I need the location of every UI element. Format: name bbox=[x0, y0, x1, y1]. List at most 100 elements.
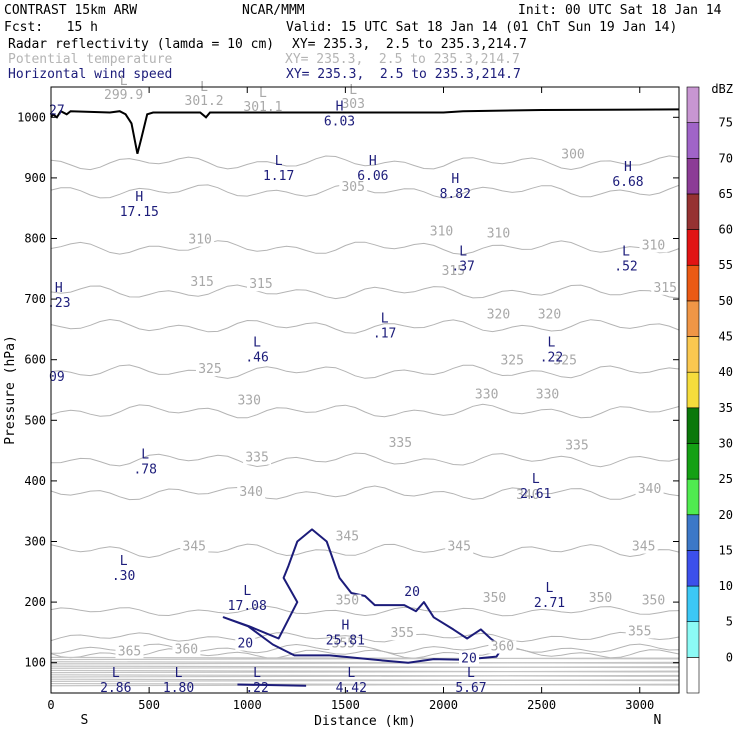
extremum-value: 8.82 bbox=[440, 187, 471, 202]
theta-label-bg bbox=[339, 181, 368, 195]
theta-label-bg bbox=[186, 233, 215, 247]
theta-extremum-value: 301.2 bbox=[185, 94, 224, 109]
theta-label: 305 bbox=[341, 180, 364, 195]
colorbar-label: 65 bbox=[719, 187, 733, 201]
x-tick-label: 1500 bbox=[331, 698, 360, 712]
y-tick-label: 900 bbox=[24, 171, 46, 185]
extremum-marker: L bbox=[243, 584, 251, 599]
theta-extremum-marker: L bbox=[120, 74, 128, 89]
theta-label: 315 bbox=[442, 264, 465, 279]
extremum-marker: L bbox=[120, 554, 128, 569]
isotach-label: 20 bbox=[404, 585, 420, 600]
theta-label: 320 bbox=[487, 307, 510, 322]
y-tick-label: 1000 bbox=[17, 110, 46, 124]
theta-contour-315 bbox=[50, 284, 680, 300]
terrain-line bbox=[50, 108, 680, 154]
theta-label-bg bbox=[513, 489, 542, 503]
theta-contour-upper bbox=[50, 678, 680, 682]
colorbar-swatch bbox=[686, 157, 700, 195]
theta-label-bg bbox=[629, 540, 658, 554]
theta-label-bg bbox=[237, 486, 266, 500]
theta-label: 350 bbox=[483, 591, 506, 606]
isotach-label-bg bbox=[402, 586, 423, 600]
theta-label: 345 bbox=[632, 540, 655, 555]
theta-label: 345 bbox=[336, 529, 359, 544]
field-wind-name: Horizontal wind speed bbox=[8, 67, 173, 82]
theta-label-bg bbox=[635, 483, 664, 497]
theta-contour-upper bbox=[50, 674, 680, 677]
y-tick-label: 100 bbox=[24, 656, 46, 670]
theta-contour-330 bbox=[50, 403, 680, 419]
theta-label: 365 bbox=[118, 644, 141, 659]
colorbar-swatch bbox=[686, 193, 700, 230]
theta-label-bg bbox=[551, 354, 580, 368]
theta-label-bg bbox=[651, 281, 680, 295]
y-tick-label: 400 bbox=[24, 474, 46, 488]
theta-label: 350 bbox=[336, 594, 359, 609]
plot-frame bbox=[50, 86, 680, 694]
theta-contour-340 bbox=[50, 485, 680, 501]
field-reflectivity-xy: XY= 235.3, 2.5 to 235.3,214.7 bbox=[292, 37, 527, 52]
theta-label-bg bbox=[480, 592, 509, 606]
extremum-marker: H bbox=[369, 154, 377, 169]
colorbar-label: 10 bbox=[719, 579, 733, 593]
colorbar-swatch bbox=[686, 443, 700, 480]
init-time: Init: 00 UTC Sat 18 Jan 14 bbox=[518, 3, 722, 18]
extremum-value: 5.67 bbox=[455, 681, 486, 696]
extremum-marker: L bbox=[548, 336, 556, 351]
x-tick-label: 0 bbox=[47, 698, 54, 712]
extremum-value: .78 bbox=[133, 463, 156, 478]
colorbar-label: 45 bbox=[719, 330, 733, 344]
theta-label: 315 bbox=[190, 275, 213, 290]
extremum-value: 17.08 bbox=[228, 599, 267, 614]
extremum-marker: H bbox=[135, 190, 143, 205]
theta-label: 335 bbox=[565, 438, 588, 453]
theta-label-bg bbox=[533, 388, 562, 402]
colorbar-swatch bbox=[686, 478, 700, 516]
x-tick-label: 3000 bbox=[625, 698, 654, 712]
colorbar-label: 55 bbox=[719, 258, 733, 272]
theta-label-bg bbox=[625, 625, 654, 639]
isotach-label-bg bbox=[235, 637, 256, 651]
theta-label: 335 bbox=[389, 436, 412, 451]
extremum-value: .23 bbox=[47, 296, 70, 311]
x-tick-label: 1000 bbox=[233, 698, 262, 712]
colorbar-swatch bbox=[686, 229, 700, 266]
colorbar-swatch bbox=[686, 621, 700, 658]
theta-label-bg bbox=[445, 540, 474, 554]
extremum-marker: L bbox=[253, 666, 261, 681]
theta-contour-upper bbox=[50, 669, 680, 673]
theta-label-bg bbox=[484, 308, 513, 322]
theta-label: 355 bbox=[391, 626, 414, 641]
y-tick-label: 600 bbox=[24, 353, 46, 367]
colorbar-swatch bbox=[686, 122, 700, 159]
extremum-value: 17.15 bbox=[120, 205, 159, 220]
theta-contour-300 bbox=[50, 155, 680, 171]
theta-label: 350 bbox=[642, 594, 665, 609]
theta-extremum-value: 301.1 bbox=[243, 100, 282, 115]
extremum-value: .37 bbox=[451, 260, 474, 275]
wind-isotach-20-top bbox=[237, 683, 307, 687]
theta-label: 325 bbox=[553, 354, 576, 369]
colorbar-swatch bbox=[686, 336, 700, 373]
theta-label: 330 bbox=[475, 387, 498, 402]
x-end-label-right: N bbox=[653, 713, 661, 728]
y-tick-label: 700 bbox=[24, 292, 46, 306]
wind-isotach-20 bbox=[222, 528, 504, 664]
extremum-marker: L bbox=[175, 666, 183, 681]
theta-label-bg bbox=[188, 275, 217, 289]
theta-label: 310 bbox=[642, 238, 665, 253]
colorbar-label: 40 bbox=[719, 365, 733, 379]
edge-extremum-value: 27 bbox=[49, 103, 65, 118]
theta-label-bg bbox=[195, 363, 224, 377]
theta-label-bg bbox=[172, 643, 201, 657]
colorbar-label: 0 bbox=[726, 650, 733, 664]
isotach-label: 20 bbox=[461, 652, 477, 667]
theta-extremum-marker: L bbox=[349, 83, 357, 98]
theta-label-bg bbox=[559, 148, 588, 162]
theta-label-bg bbox=[535, 308, 564, 322]
y-tick-label: 300 bbox=[24, 535, 46, 549]
extremum-value: 6.68 bbox=[612, 175, 643, 190]
field-theta-xy: XY= 235.3, 2.5 to 235.3,214.7 bbox=[285, 52, 520, 67]
